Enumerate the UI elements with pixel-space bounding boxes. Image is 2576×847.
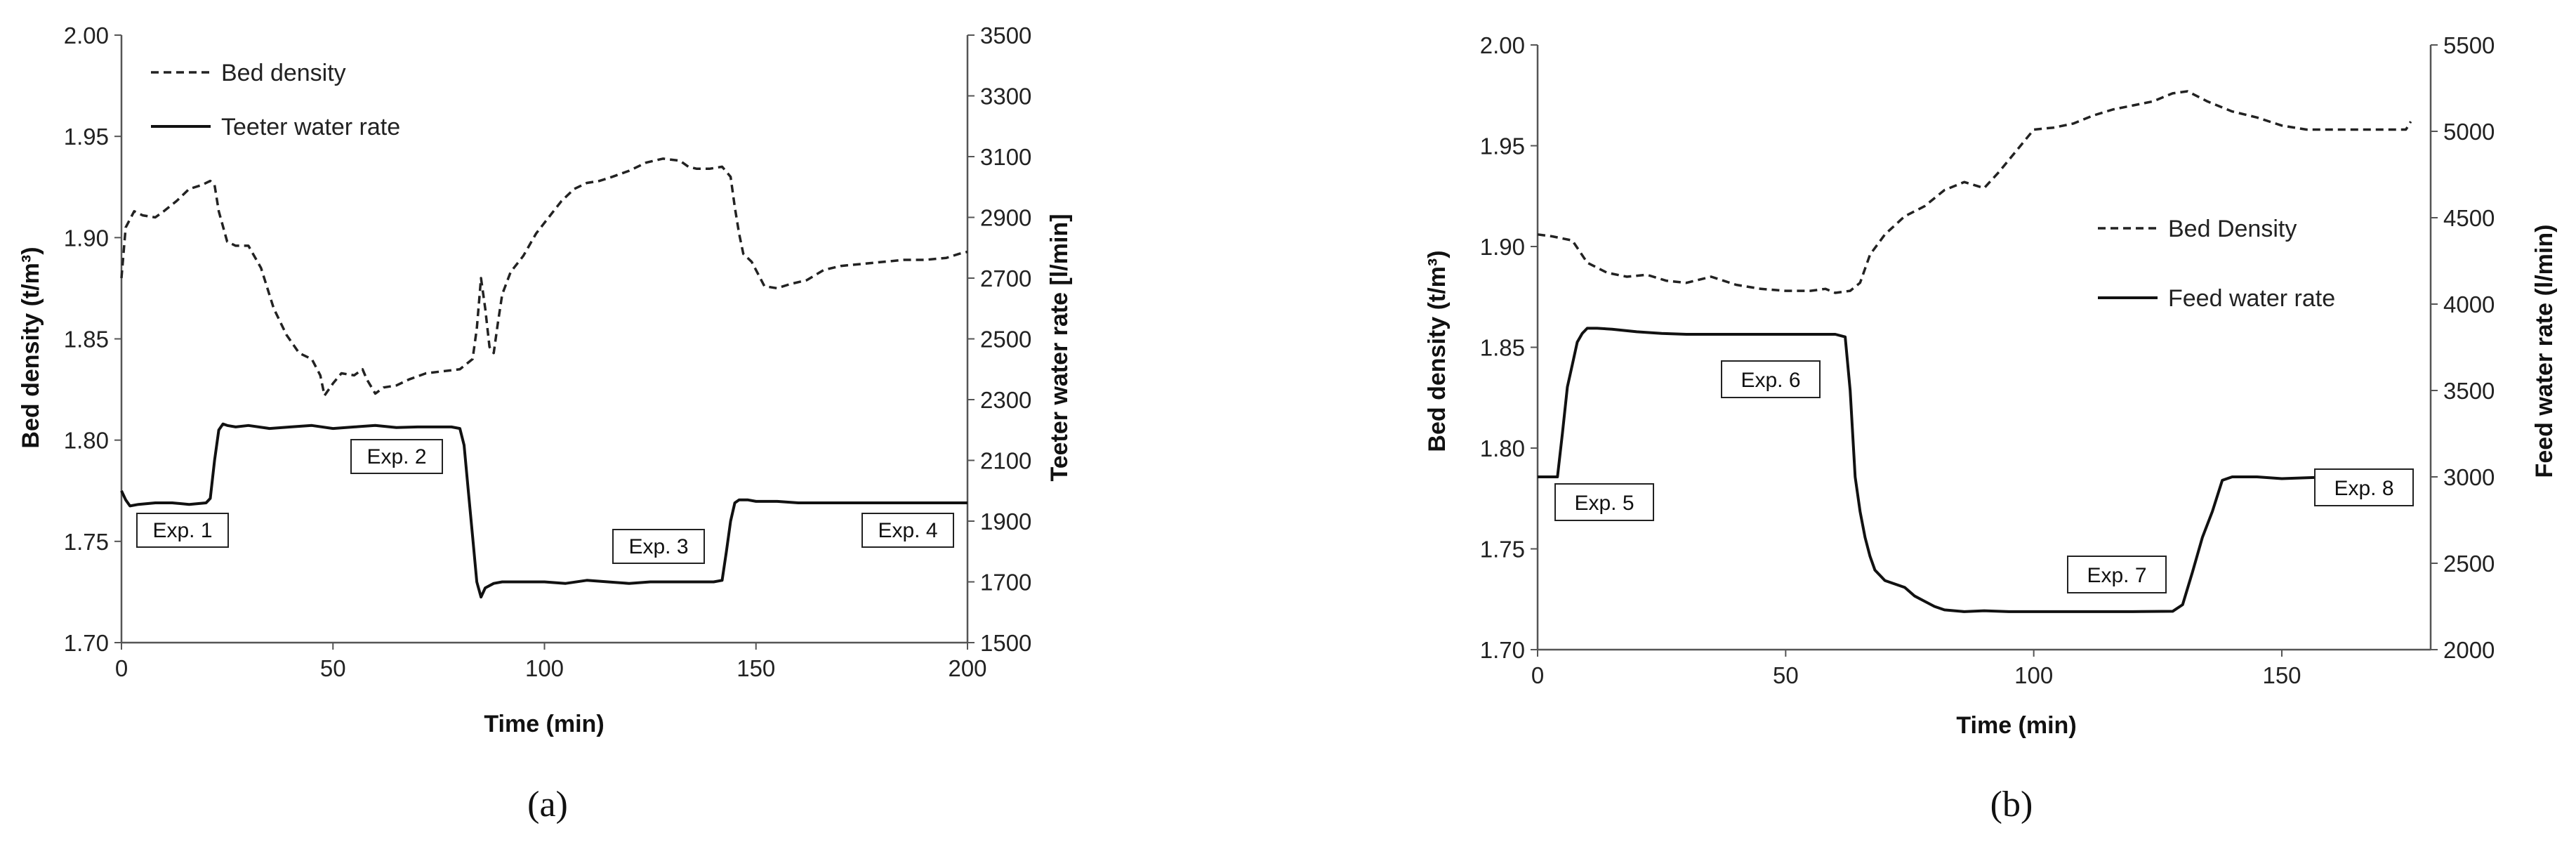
chart-panel-a: 0 50 100 150 200 1.70 1.75 1.80 1.85 1.90 1.95 2.0… [18, 22, 1073, 825]
right-y-tick-labels-a: 1500 1700 1900 2100 2300 2500 2700 2900 3100 3300… [967, 22, 1031, 656]
left-y-axis-title-b: Bed density (t/m³) [1424, 250, 1451, 452]
panel-caption-b: (b) [1990, 784, 2033, 825]
left-y-tick-labels-b: 1.70 1.75 1.80 1.85 1.90 1.95 2.00 [1480, 32, 1538, 663]
annotation-exp-1: Exp. 1 [136, 513, 229, 548]
annotation-exp-8: Exp. 8 [2314, 468, 2414, 506]
x-tick-label: 200 [948, 655, 986, 681]
x-tick-label: 150 [737, 655, 775, 681]
annotation-exp-7: Exp. 7 [2067, 556, 2167, 593]
left-y-tick-label: 1.85 [64, 327, 109, 353]
axes-frame-b [1536, 45, 2432, 651]
legend-a: Bed density Teeter water rate [151, 60, 400, 140]
series-line-teeter-water-rate [120, 422, 967, 599]
x-tick-labels-a: 0 50 100 150 200 [115, 643, 987, 681]
annotation-exp-5: Exp. 5 [1554, 483, 1654, 521]
right-y-tick-labels-b: 2000 2500 3000 3500 4000 4500 5000 5500 [2431, 32, 2495, 663]
right-y-tick-label: 1900 [980, 508, 1031, 534]
left-y-tick-labels-a: 1.70 1.75 1.80 1.85 1.90 1.95 2.00 [64, 22, 121, 656]
series-lines-b [1537, 90, 2412, 613]
panel-caption-a: (a) [527, 784, 568, 825]
right-y-tick-label: 4000 [2443, 291, 2495, 317]
right-y-axis-title-a: Teeter water rate [l/min] [1046, 214, 1073, 481]
svg-text:Exp. 5: Exp. 5 [1574, 492, 1634, 515]
series-lines-a [120, 157, 968, 599]
left-y-tick-label: 1.95 [64, 124, 109, 150]
left-y-tick-label: 1.90 [1480, 234, 1525, 260]
left-y-tick-label: 1.90 [64, 225, 109, 251]
svg-text:Exp. 3: Exp. 3 [628, 535, 688, 558]
legend-label-teeter-water-rate-a: Teeter water rate [221, 114, 400, 140]
right-y-tick-label: 4500 [2443, 205, 2495, 231]
right-y-tick-label: 2300 [980, 387, 1031, 413]
svg-text:Exp. 6: Exp. 6 [1741, 369, 1800, 392]
x-tick-label: 100 [525, 655, 564, 681]
annotation-exp-3: Exp. 3 [612, 529, 705, 564]
series-line-bed-density [1537, 90, 2412, 294]
left-y-tick-label: 1.75 [1480, 537, 1525, 563]
right-y-tick-label: 3500 [2443, 378, 2495, 404]
left-y-tick-label: 1.70 [64, 630, 109, 656]
right-y-tick-label: 2100 [980, 448, 1031, 474]
right-y-tick-label: 2700 [980, 265, 1031, 291]
legend-label-feed-water-rate-b: Feed water rate [2168, 285, 2335, 312]
right-y-tick-label: 2000 [2443, 637, 2495, 663]
annotation-exp-6: Exp. 6 [1721, 360, 1821, 398]
left-y-tick-label: 1.70 [1480, 637, 1525, 663]
left-y-axis-title-a: Bed density (t/m³) [18, 247, 44, 448]
series-line-feed-water-rate [1538, 327, 2411, 613]
left-y-tick-label: 1.95 [1480, 133, 1525, 159]
svg-text:Exp. 7: Exp. 7 [2087, 564, 2146, 587]
right-y-tick-label: 3100 [980, 144, 1031, 170]
svg-text:Exp. 2: Exp. 2 [366, 445, 426, 468]
right-y-tick-label: 2500 [2443, 551, 2495, 577]
left-y-tick-label: 1.80 [64, 428, 109, 454]
chart-panel-b: 0 50 100 150 1.70 1.75 1.80 1.85 1.90 1.95 2.00 2… [1424, 32, 2558, 825]
left-y-tick-label: 2.00 [64, 22, 109, 48]
x-tick-labels-b: 0 50 100 150 [1531, 650, 2301, 688]
right-y-tick-label: 3300 [980, 84, 1031, 110]
x-tick-label: 50 [320, 655, 346, 681]
left-y-tick-label: 2.00 [1480, 32, 1525, 58]
right-y-axis-title-b: Feed water rate (l/min) [2531, 225, 2558, 478]
left-y-tick-label: 1.75 [64, 529, 109, 555]
annotation-exp-4: Exp. 4 [861, 513, 954, 548]
right-y-tick-label: 1500 [980, 630, 1031, 656]
x-tick-label: 150 [2262, 662, 2301, 688]
right-y-tick-label: 3000 [2443, 464, 2495, 490]
x-tick-label: 0 [115, 655, 128, 681]
annotation-exp-2: Exp. 2 [350, 439, 443, 474]
legend-label-bed-density-a: Bed density [221, 60, 346, 86]
x-axis-title-a: Time (min) [484, 711, 604, 737]
legend-b: Bed Density Feed water rate [2098, 216, 2335, 312]
svg-text:Exp. 4: Exp. 4 [878, 519, 937, 542]
right-y-tick-label: 1700 [980, 570, 1031, 596]
left-y-tick-label: 1.80 [1480, 435, 1525, 461]
x-tick-label: 0 [1531, 662, 1544, 688]
right-y-tick-label: 3500 [980, 22, 1031, 48]
right-y-tick-label: 5500 [2443, 32, 2495, 58]
right-y-tick-label: 5000 [2443, 119, 2495, 145]
x-axis-title-b: Time (min) [1956, 712, 2076, 739]
left-y-tick-label: 1.85 [1480, 335, 1525, 361]
right-y-tick-label: 2900 [980, 205, 1031, 231]
x-tick-label: 50 [1773, 662, 1799, 688]
series-line-bed-density [120, 157, 968, 397]
legend-label-bed-density-b: Bed Density [2168, 216, 2297, 242]
x-tick-label: 100 [2014, 662, 2053, 688]
svg-text:Exp. 8: Exp. 8 [2334, 477, 2393, 500]
right-y-tick-label: 2500 [980, 327, 1031, 353]
svg-text:Exp. 1: Exp. 1 [152, 519, 212, 542]
